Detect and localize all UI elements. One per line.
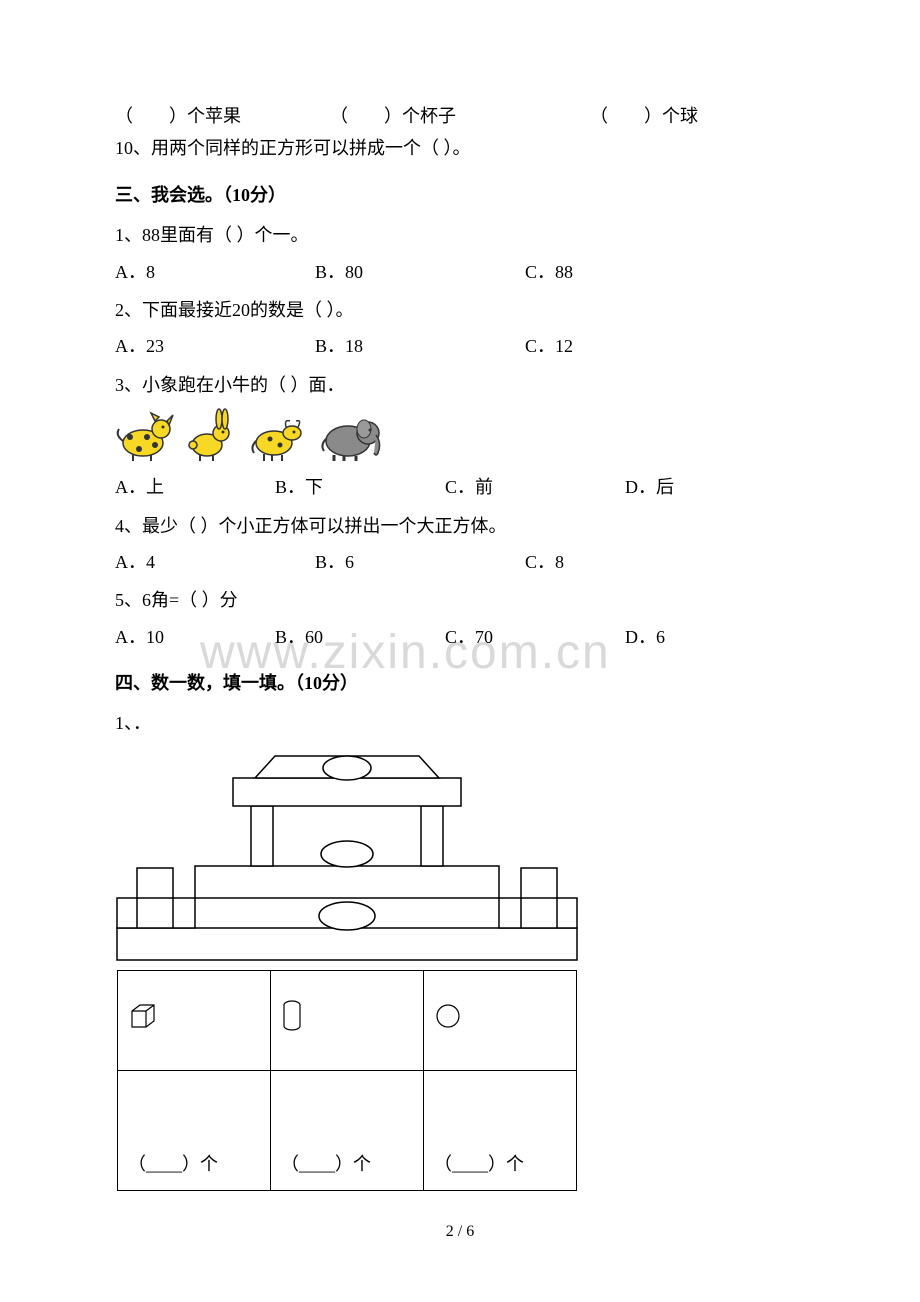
s3-q1: 1、88里面有（ ）个一。	[115, 219, 805, 251]
question-10: 10、用两个同样的正方形可以拼成一个（ ）。	[115, 132, 805, 164]
fill-blank-row: （ ）个苹果 （ ）个杯子 （ ）个球	[115, 100, 805, 132]
sphere-icon	[434, 1002, 462, 1030]
section-3-title: 三、我会选。（10分）	[115, 179, 805, 211]
s3-q3-opt-b: B．下	[275, 471, 445, 503]
s3-q3-opt-c: C．前	[445, 471, 625, 503]
animal-row-icon	[115, 405, 395, 463]
cow-icon	[252, 421, 301, 461]
s3-q2: 2、下面最接近20的数是（ ）。	[115, 294, 805, 326]
s3-q5-options: A．10 B．60 C．70 D．6	[115, 621, 805, 653]
cube-cell	[118, 971, 271, 1071]
s3-q1-opt-b: B．80	[315, 256, 525, 288]
cube-icon	[128, 1001, 158, 1031]
s3-q2-opt-c: C．12	[525, 330, 705, 362]
s3-q3: 3、小象跑在小牛的（ ）面．	[115, 369, 805, 401]
s3-q1-options: A．8 B．80 C．88	[115, 256, 805, 288]
s3-q4-opt-b: B．6	[315, 546, 525, 578]
ball-blank: （ ）个球	[590, 100, 698, 132]
s3-q5-opt-d: D．6	[625, 621, 665, 653]
page-content: （ ）个苹果 （ ）个杯子 （ ）个球 10、用两个同样的正方形可以拼成一个（ …	[115, 100, 805, 1191]
s3-q5-opt-a: A．10	[115, 621, 275, 653]
s3-q5-opt-c: C．70	[445, 621, 625, 653]
s3-q4-opt-c: C．8	[525, 546, 705, 578]
animals-figure	[115, 405, 805, 463]
s3-q5-opt-b: B．60	[275, 621, 445, 653]
cylinder-cell	[271, 971, 424, 1071]
dog-icon	[118, 413, 173, 461]
s3-q4-options: A．4 B．6 C．8	[115, 546, 805, 578]
cylinder-answer: （____）个	[271, 1071, 424, 1191]
cube-answer: （____）个	[118, 1071, 271, 1191]
s4-q1: 1、．	[115, 707, 805, 739]
s3-q4: 4、最少（ ）个小正方体可以拼出一个大正方体。	[115, 510, 805, 542]
cup-blank: （ ）个杯子	[330, 100, 590, 132]
s3-q5: 5、6角=（ ）分	[115, 584, 805, 616]
section-4-title: 四、数一数，填一填。（10分）	[115, 667, 805, 699]
s3-q2-opt-a: A．23	[115, 330, 315, 362]
sphere-cell	[424, 971, 577, 1071]
elephant-icon	[322, 420, 379, 461]
apple-blank: （ ）个苹果	[115, 100, 330, 132]
s3-q3-opt-a: A．上	[115, 471, 275, 503]
building-figure: （____）个 （____）个 （____）个	[115, 750, 805, 1191]
shapes-table: （____）个 （____）个 （____）个	[117, 970, 577, 1191]
cylinder-icon	[281, 1000, 303, 1032]
building-icon	[115, 750, 580, 962]
s3-q1-opt-c: C．88	[525, 256, 705, 288]
sphere-answer: （____）个	[424, 1071, 577, 1191]
s3-q2-opt-b: B．18	[315, 330, 525, 362]
s3-q4-opt-a: A．4	[115, 546, 315, 578]
s3-q3-opt-d: D．后	[625, 471, 674, 503]
s3-q2-options: A．23 B．18 C．12	[115, 330, 805, 362]
s3-q1-opt-a: A．8	[115, 256, 315, 288]
rabbit-icon	[189, 409, 229, 461]
page-number: 2 / 6	[0, 1218, 920, 1247]
s3-q3-options: A．上 B．下 C．前 D．后	[115, 471, 805, 503]
